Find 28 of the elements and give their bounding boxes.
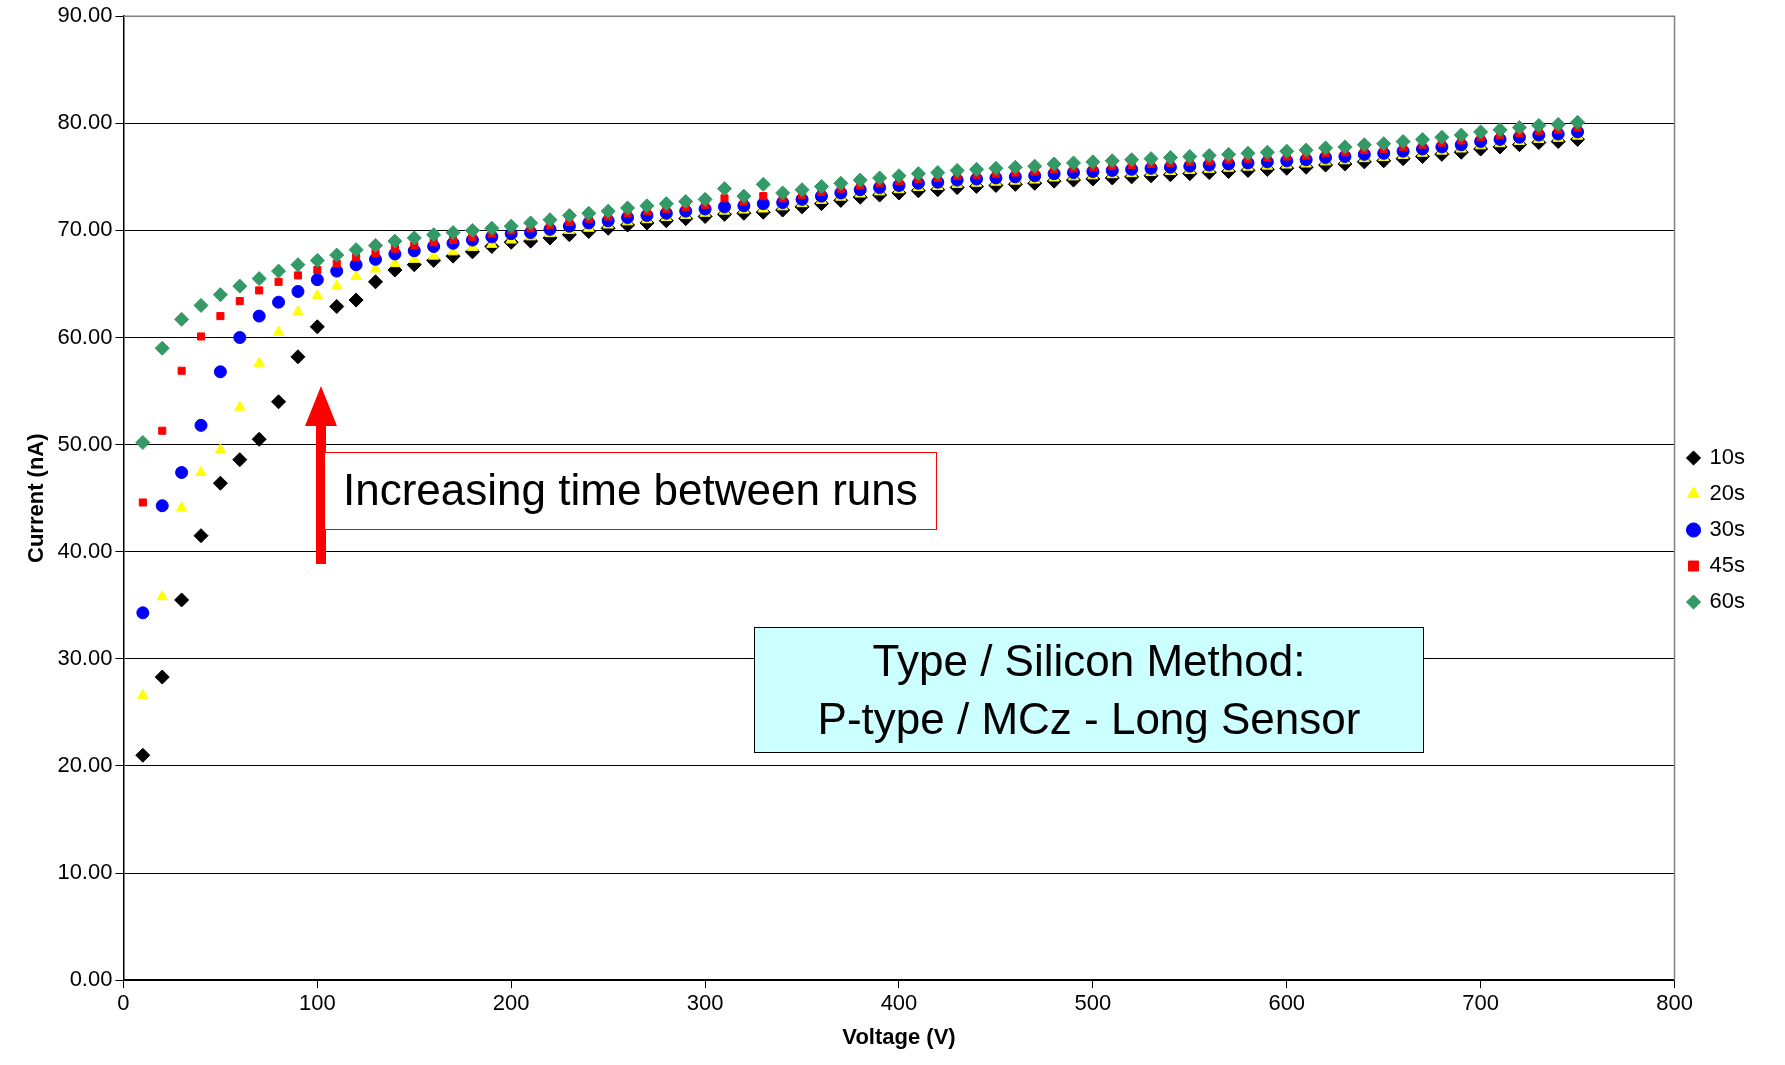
x-tick-label: 0 (117, 990, 130, 1016)
x-tick-label: 500 (1074, 990, 1112, 1016)
y-tick-label: 30.00 (57, 644, 113, 670)
y-tick-label: 40.00 (57, 537, 113, 563)
x-tick-label: 100 (298, 990, 336, 1016)
y-tick-label: 70.00 (57, 216, 113, 242)
x-tick-label: 700 (1462, 990, 1499, 1016)
x-tick-label: 600 (1268, 990, 1306, 1016)
legend-label: 30s (1709, 516, 1746, 542)
x-axis-title: Voltage (V) (842, 1023, 956, 1049)
y-tick-label: 90.00 (57, 2, 113, 28)
y-tick-label: 80.00 (57, 109, 113, 135)
legend-label: 10s (1709, 444, 1746, 470)
y-tick-label: 10.00 (57, 859, 113, 885)
x-tick-label: 400 (880, 990, 918, 1016)
legend-label: 20s (1709, 480, 1746, 506)
x-tick-label: 800 (1656, 990, 1693, 1016)
y-tick-label: 50.00 (57, 430, 113, 456)
y-axis-title: Current (nA) (23, 433, 49, 563)
y-tick-label: 0.00 (69, 966, 113, 992)
annotation: Type / Silicon Method: P-type / MCz - Long Sensor (754, 627, 1424, 753)
annotation: Increasing time between runs (324, 452, 937, 530)
legend-label: 45s (1709, 552, 1746, 578)
y-tick-label: 20.00 (57, 752, 113, 778)
x-tick-label: 300 (686, 990, 724, 1016)
legend-label: 60s (1709, 588, 1746, 614)
x-tick-label: 200 (492, 990, 530, 1016)
y-tick-label: 60.00 (57, 323, 113, 349)
